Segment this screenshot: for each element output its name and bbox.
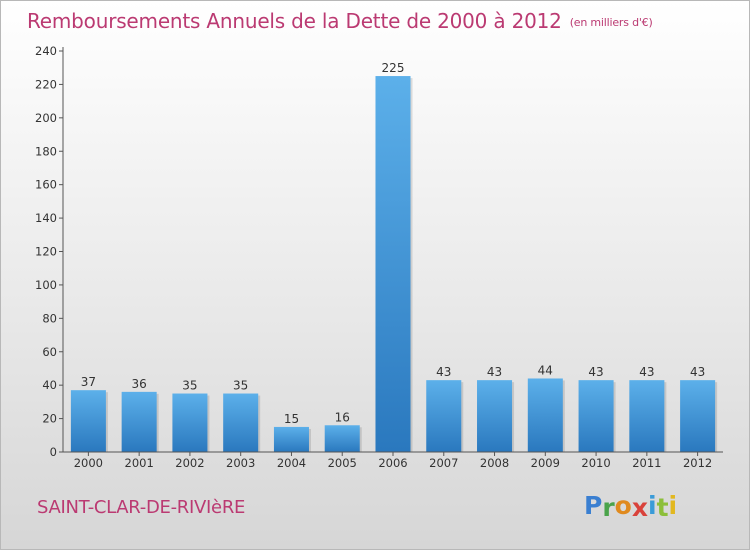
bar-value-label: 15 — [284, 412, 299, 426]
bar — [375, 76, 411, 452]
bar — [680, 380, 716, 452]
bar-value-label: 37 — [81, 375, 96, 389]
y-tick-label: 100 — [35, 278, 57, 292]
bar — [578, 380, 614, 452]
bar-value-label: 44 — [538, 363, 553, 377]
y-tick-label: 200 — [35, 111, 57, 125]
proxiti-logo: Proxiti — [584, 491, 678, 522]
logo-letter: t — [656, 493, 669, 522]
bar-value-label: 36 — [132, 377, 147, 391]
bar-value-label: 43 — [690, 365, 705, 379]
y-tick-label: 160 — [35, 178, 57, 192]
bar — [324, 425, 360, 452]
chart-title: Remboursements Annuels de la Dette de 20… — [27, 9, 653, 33]
y-tick-label: 20 — [42, 412, 57, 426]
x-tick-label: 2011 — [632, 456, 661, 470]
logo-letter: P — [584, 491, 603, 520]
commune-name: SAINT-CLAR-DE-RIVIèRE — [37, 497, 246, 518]
x-tick-label: 2009 — [531, 456, 560, 470]
bar — [273, 426, 309, 452]
y-tick-label: 60 — [42, 345, 57, 359]
bar — [426, 380, 462, 452]
bar-value-label: 16 — [335, 410, 350, 424]
bar-value-label: 43 — [487, 365, 502, 379]
y-tick-label: 220 — [35, 77, 57, 91]
bar — [477, 380, 513, 452]
bar — [527, 378, 563, 452]
logo-letter: i — [668, 491, 678, 520]
x-tick-label: 2010 — [581, 456, 610, 470]
bar — [121, 391, 157, 452]
x-tick-label: 2008 — [480, 456, 509, 470]
bars-layer: 37 36 35 35 15 16 225 43 43 44 43 43 43 — [70, 61, 718, 452]
x-tick-label: 2007 — [429, 456, 458, 470]
bar-value-label: 35 — [182, 379, 197, 393]
y-tick-label: 40 — [42, 378, 57, 392]
bar — [629, 380, 665, 452]
x-tick-label: 2004 — [277, 456, 306, 470]
chart-unit: (en milliers d'€) — [569, 16, 653, 29]
bar-value-label: 43 — [436, 365, 451, 379]
logo-letter: o — [614, 491, 632, 520]
logo-letter: r — [602, 493, 615, 522]
x-tick-label: 2012 — [683, 456, 712, 470]
bar-value-label: 35 — [233, 379, 248, 393]
logo-letter: i — [648, 491, 657, 520]
bar-value-label: 43 — [639, 365, 654, 379]
bar — [70, 390, 106, 452]
bar-value-label: 43 — [588, 365, 603, 379]
bar-value-label: 225 — [382, 61, 405, 75]
bar — [172, 393, 208, 452]
x-tick-label: 2003 — [226, 456, 255, 470]
y-tick-label: 120 — [35, 245, 57, 259]
x-tick-label: 2001 — [125, 456, 154, 470]
x-tick-label: 2006 — [378, 456, 407, 470]
axes-layer: 2000 2001 2002 2003 2004 2005 2006 2007 2008 2009… — [35, 44, 723, 470]
x-tick-label: 2002 — [175, 456, 204, 470]
chart-title-text: Remboursements Annuels de la Dette de 20… — [27, 9, 562, 33]
y-tick-label: 0 — [50, 445, 57, 459]
y-tick-label: 140 — [35, 211, 57, 225]
logo-letter: x — [631, 493, 648, 522]
x-tick-label: 2000 — [74, 456, 103, 470]
y-tick-label: 180 — [35, 144, 57, 158]
x-tick-label: 2005 — [328, 456, 357, 470]
y-tick-label: 80 — [42, 311, 57, 325]
y-tick-label: 240 — [35, 44, 57, 58]
bar — [223, 393, 259, 452]
